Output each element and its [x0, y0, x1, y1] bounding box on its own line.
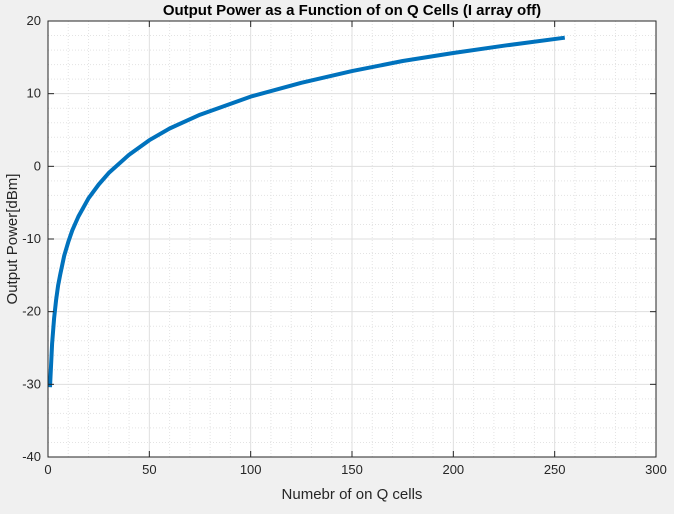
y-tick-label: 10 [27, 86, 41, 101]
y-tick-label: -40 [22, 449, 41, 464]
x-tick-labels: 0 50 100 150 200 250 300 [44, 462, 666, 477]
y-tick-label: -20 [22, 304, 41, 319]
x-tick-label: 100 [240, 462, 262, 477]
x-tick-label: 200 [442, 462, 464, 477]
y-tick-label: -10 [22, 231, 41, 246]
x-tick-label: 0 [44, 462, 51, 477]
x-axis-label: Numebr of on Q cells [282, 486, 423, 503]
series-line [48, 35, 566, 388]
ticks [47, 20, 657, 458]
y-axis-label: Output Power[dBm] [4, 174, 21, 305]
x-tick-label: 300 [645, 462, 667, 477]
x-tick-label: 50 [142, 462, 156, 477]
x-tick-label: 250 [544, 462, 566, 477]
chart-title: Output Power as a Function of on Q Cells… [163, 2, 541, 19]
y-tick-label: -30 [22, 376, 41, 391]
x-tick-label: 150 [341, 462, 363, 477]
y-tick-labels: -40 -30 -20 -10 0 10 20 [22, 13, 41, 464]
y-tick-label: 20 [27, 13, 41, 28]
y-tick-label: 0 [34, 158, 41, 173]
series-layer [48, 35, 566, 388]
